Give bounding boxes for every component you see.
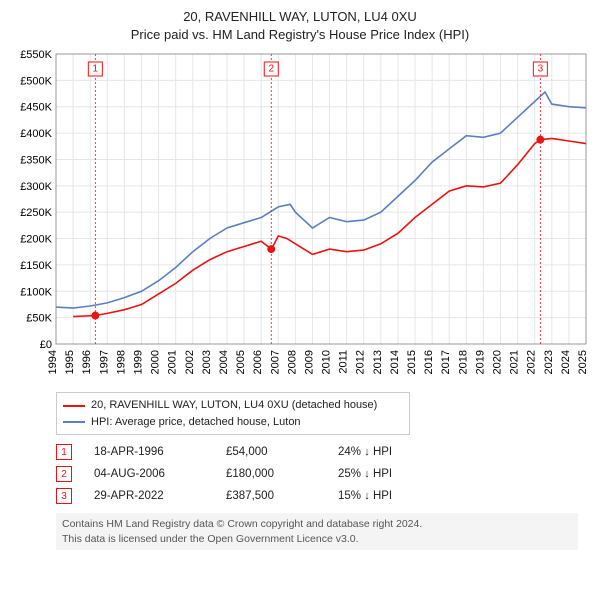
attribution-line1: Contains HM Land Registry data © Crown c…	[62, 517, 572, 531]
sale-price: £387,500	[226, 490, 316, 502]
svg-text:2009: 2009	[303, 350, 315, 374]
title-line1: 20, RAVENHILL WAY, LUTON, LU4 0XU	[12, 8, 588, 26]
legend-row-property: 20, RAVENHILL WAY, LUTON, LU4 0XU (detac…	[63, 397, 403, 414]
svg-text:2000: 2000	[150, 350, 162, 374]
svg-text:2023: 2023	[543, 350, 555, 374]
svg-text:2008: 2008	[286, 350, 298, 374]
sale-delta: 25% ↓ HPI	[338, 468, 458, 480]
svg-text:£350K: £350K	[20, 155, 52, 167]
svg-text:2014: 2014	[389, 350, 401, 374]
svg-text:£250K: £250K	[20, 208, 52, 220]
sale-price: £180,000	[226, 468, 316, 480]
sale-badge: 3	[56, 488, 72, 504]
svg-text:3: 3	[538, 64, 544, 75]
svg-text:2001: 2001	[167, 350, 179, 374]
chart: £0 £50K £100K £150K £200K £250K £300K £350K £400…	[12, 48, 588, 388]
svg-text:2022: 2022	[526, 350, 538, 374]
svg-text:1995: 1995	[64, 350, 76, 374]
svg-text:2005: 2005	[235, 350, 247, 374]
svg-text:£400K: £400K	[20, 128, 52, 140]
legend-row-hpi: HPI: Average price, detached house, Luto…	[63, 414, 403, 431]
sale-date: 04-AUG-2006	[94, 468, 204, 480]
svg-text:2024: 2024	[560, 350, 572, 374]
svg-text:2013: 2013	[372, 350, 384, 374]
svg-text:1996: 1996	[81, 350, 93, 374]
svg-text:1997: 1997	[98, 350, 110, 374]
attribution: Contains HM Land Registry data © Crown c…	[56, 513, 578, 549]
legend-label: HPI: Average price, detached house, Luto…	[91, 414, 301, 431]
arrow-down-icon: ↓	[364, 446, 370, 458]
legend-swatch	[63, 405, 85, 407]
svg-text:2025: 2025	[577, 350, 588, 374]
sale-price: £54,000	[226, 446, 316, 458]
svg-text:2011: 2011	[338, 350, 350, 374]
svg-text:2016: 2016	[423, 350, 435, 374]
sale-row: 3 29-APR-2022 £387,500 15% ↓ HPI	[56, 485, 588, 507]
svg-text:1998: 1998	[115, 350, 127, 374]
svg-text:£150K: £150K	[20, 260, 52, 272]
svg-text:2015: 2015	[406, 350, 418, 374]
svg-text:2007: 2007	[269, 350, 281, 374]
svg-text:£500K: £500K	[20, 76, 52, 88]
sale-badge: 2	[56, 466, 72, 482]
svg-text:2018: 2018	[457, 350, 469, 374]
sale-delta: 15% ↓ HPI	[338, 490, 458, 502]
svg-text:2012: 2012	[355, 350, 367, 374]
svg-text:2004: 2004	[218, 350, 230, 374]
page: 20, RAVENHILL WAY, LUTON, LU4 0XU Price …	[0, 0, 600, 590]
svg-text:£50K: £50K	[26, 313, 52, 325]
svg-text:2002: 2002	[184, 350, 196, 374]
attribution-line2: This data is licensed under the Open Gov…	[62, 532, 572, 546]
legend-swatch	[63, 421, 85, 423]
chart-title: 20, RAVENHILL WAY, LUTON, LU4 0XU Price …	[12, 8, 588, 44]
svg-text:2: 2	[268, 64, 274, 75]
svg-text:2006: 2006	[252, 350, 264, 374]
arrow-down-icon: ↓	[364, 468, 370, 480]
svg-text:2019: 2019	[474, 350, 486, 374]
sale-delta: 24% ↓ HPI	[338, 446, 458, 458]
svg-text:2020: 2020	[492, 350, 504, 374]
sale-badge: 1	[56, 444, 72, 460]
title-line2: Price paid vs. HM Land Registry's House …	[12, 26, 588, 44]
svg-text:£200K: £200K	[20, 234, 52, 246]
svg-text:1994: 1994	[47, 350, 59, 374]
svg-text:£550K: £550K	[20, 49, 52, 61]
sale-row: 2 04-AUG-2006 £180,000 25% ↓ HPI	[56, 463, 588, 485]
svg-text:1999: 1999	[132, 350, 144, 374]
svg-text:2003: 2003	[201, 350, 213, 374]
svg-text:£0: £0	[40, 339, 52, 351]
legend: 20, RAVENHILL WAY, LUTON, LU4 0XU (detac…	[56, 392, 410, 435]
svg-text:2021: 2021	[509, 350, 521, 374]
sale-row: 1 18-APR-1996 £54,000 24% ↓ HPI	[56, 441, 588, 463]
arrow-down-icon: ↓	[364, 490, 370, 502]
sale-date: 29-APR-2022	[94, 490, 204, 502]
svg-text:2017: 2017	[440, 350, 452, 374]
svg-text:£300K: £300K	[20, 181, 52, 193]
chart-svg: £0 £50K £100K £150K £200K £250K £300K £350K £400…	[12, 48, 588, 388]
svg-text:2010: 2010	[321, 350, 333, 374]
svg-text:£450K: £450K	[20, 102, 52, 114]
sales-table: 1 18-APR-1996 £54,000 24% ↓ HPI 2 04-AUG…	[56, 441, 588, 507]
svg-text:1: 1	[93, 64, 99, 75]
svg-text:£100K: £100K	[20, 287, 52, 299]
legend-label: 20, RAVENHILL WAY, LUTON, LU4 0XU (detac…	[91, 397, 377, 414]
sale-date: 18-APR-1996	[94, 446, 204, 458]
